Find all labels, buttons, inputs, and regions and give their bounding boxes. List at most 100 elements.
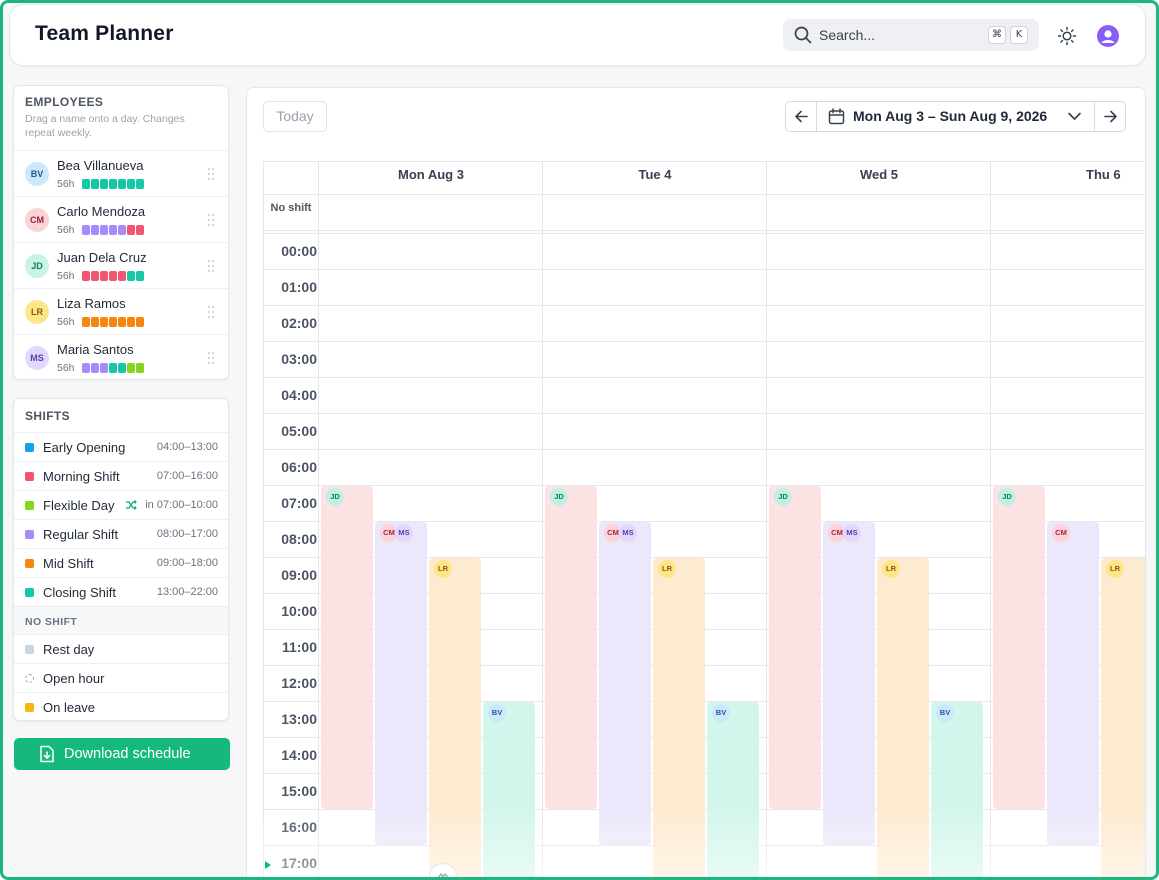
download-schedule-button[interactable]: Download schedule bbox=[14, 738, 230, 770]
chevron-down-icon bbox=[437, 873, 449, 877]
scroll-to-bottom-button[interactable] bbox=[429, 863, 457, 877]
app-title: Team Planner bbox=[35, 22, 174, 45]
day-shift-chip bbox=[82, 271, 90, 281]
theme-toggle-button[interactable] bbox=[1056, 25, 1078, 47]
day-shift-chip bbox=[127, 363, 135, 373]
day-shift-chip bbox=[100, 363, 108, 373]
hour-label: 10:00 bbox=[281, 603, 317, 619]
shift-row[interactable]: Mid Shift 09:00–18:00 bbox=[14, 548, 228, 577]
shift-block[interactable] bbox=[429, 558, 481, 877]
day-shift-chip bbox=[109, 179, 117, 189]
day-shift-chip bbox=[136, 363, 144, 373]
shift-block[interactable] bbox=[769, 486, 821, 809]
hour-label: 04:00 bbox=[281, 387, 317, 403]
employee-name: Liza Ramos bbox=[57, 296, 126, 311]
shift-block[interactable] bbox=[1047, 522, 1099, 845]
grid-line bbox=[542, 161, 543, 877]
shortcut-key-cmd: ⌘ bbox=[988, 26, 1006, 44]
search-placeholder: Search... bbox=[819, 27, 876, 43]
shift-color-swatch bbox=[25, 559, 34, 568]
day-shift-chip bbox=[109, 271, 117, 281]
avatar: LR bbox=[658, 560, 676, 578]
next-week-button[interactable] bbox=[1094, 102, 1125, 131]
no-shift-row[interactable]: On leave bbox=[14, 692, 228, 721]
day-header[interactable]: Wed 5 bbox=[859, 167, 899, 182]
shift-name: On leave bbox=[43, 700, 96, 715]
shift-block[interactable] bbox=[321, 486, 373, 809]
grid-line bbox=[263, 194, 1145, 195]
day-header[interactable]: Mon Aug 3 bbox=[398, 167, 464, 182]
shift-row[interactable]: Early Opening 04:00–13:00 bbox=[14, 432, 228, 461]
hour-label: 02:00 bbox=[281, 315, 317, 331]
day-header[interactable]: Thu 6 bbox=[1086, 167, 1121, 182]
day-shift-chip bbox=[82, 317, 90, 327]
day-header[interactable]: Tue 4 bbox=[638, 167, 672, 182]
drag-handle-icon[interactable] bbox=[208, 306, 214, 318]
grid-line bbox=[990, 161, 991, 877]
shift-name: Open hour bbox=[43, 671, 105, 686]
day-shift-chip bbox=[109, 317, 117, 327]
user-avatar-button[interactable] bbox=[1097, 25, 1119, 47]
employee-hours: 56h bbox=[57, 362, 75, 374]
avatar: JD bbox=[774, 488, 792, 506]
day-shift-chip bbox=[100, 179, 108, 189]
avatar: JD bbox=[998, 488, 1016, 506]
drag-handle-icon[interactable] bbox=[208, 168, 214, 180]
shift-block[interactable] bbox=[993, 486, 1045, 809]
shift-time: 07:00–16:00 bbox=[156, 470, 218, 482]
drag-handle-icon[interactable] bbox=[208, 260, 214, 272]
date-range-label[interactable]: Mon Aug 3 – Sun Aug 9, 2026 bbox=[853, 108, 1048, 124]
day-shift-chip bbox=[136, 271, 144, 281]
grid-line bbox=[263, 269, 1145, 270]
employee-row[interactable]: CM Carlo Mendoza 56h bbox=[14, 196, 228, 242]
shift-block[interactable] bbox=[877, 558, 929, 877]
grid-line bbox=[263, 161, 1145, 162]
employee-hours: 56h bbox=[57, 316, 75, 328]
employee-row[interactable]: JD Juan Dela Cruz 56h bbox=[14, 242, 228, 288]
shift-color-swatch bbox=[25, 443, 34, 452]
hour-label: 00:00 bbox=[281, 243, 317, 259]
chevron-down-icon[interactable] bbox=[1067, 110, 1082, 123]
hour-label: 09:00 bbox=[281, 567, 317, 583]
day-shift-chip bbox=[91, 271, 99, 281]
shift-block[interactable] bbox=[823, 522, 875, 845]
employee-name: Carlo Mendoza bbox=[57, 204, 146, 219]
shift-block[interactable] bbox=[931, 702, 983, 877]
no-shift-row[interactable]: Open hour bbox=[14, 663, 228, 692]
employee-row[interactable]: LR Liza Ramos 56h bbox=[14, 288, 228, 334]
drag-handle-icon[interactable] bbox=[208, 352, 214, 364]
employee-row[interactable]: BV Bea Villanueva 56h bbox=[14, 150, 228, 196]
hour-label: 01:00 bbox=[281, 279, 317, 295]
no-shift-heading-label: NO SHIFT bbox=[25, 616, 78, 628]
shift-row[interactable]: Morning Shift 07:00–16:00 bbox=[14, 461, 228, 490]
week-shift-chips bbox=[82, 317, 144, 327]
shift-color-swatch bbox=[25, 501, 34, 510]
avatar: LR bbox=[882, 560, 900, 578]
search-bar[interactable]: Search... ⌘ K bbox=[783, 19, 1039, 51]
shift-row[interactable]: Regular Shift 08:00–17:00 bbox=[14, 519, 228, 548]
avatar: MS bbox=[25, 346, 49, 370]
avatar: MS bbox=[843, 524, 861, 542]
shift-block[interactable] bbox=[545, 486, 597, 809]
drag-handle-icon[interactable] bbox=[208, 214, 214, 226]
shift-row[interactable]: Flexible Day in 07:00–10:00 bbox=[14, 490, 228, 519]
shift-name: Closing Shift bbox=[43, 585, 116, 600]
shift-block[interactable] bbox=[599, 522, 651, 845]
day-shift-chip bbox=[127, 271, 135, 281]
today-button[interactable]: Today bbox=[263, 101, 327, 132]
previous-week-button[interactable] bbox=[786, 102, 817, 131]
shift-color-swatch bbox=[25, 645, 34, 654]
employee-row[interactable]: MS Maria Santos 56h bbox=[14, 334, 228, 380]
shift-row[interactable]: Closing Shift 13:00–22:00 bbox=[14, 577, 228, 606]
no-shift-row[interactable]: Rest day bbox=[14, 634, 228, 663]
grid-line bbox=[263, 161, 264, 877]
shift-block[interactable] bbox=[375, 522, 427, 845]
shift-block[interactable] bbox=[707, 702, 759, 877]
shift-block[interactable] bbox=[1101, 558, 1145, 877]
day-shift-chip bbox=[127, 225, 135, 235]
shift-time: 13:00–22:00 bbox=[156, 586, 218, 598]
day-shift-chip bbox=[82, 225, 90, 235]
shift-block[interactable] bbox=[653, 558, 705, 877]
shift-block[interactable] bbox=[483, 702, 535, 877]
